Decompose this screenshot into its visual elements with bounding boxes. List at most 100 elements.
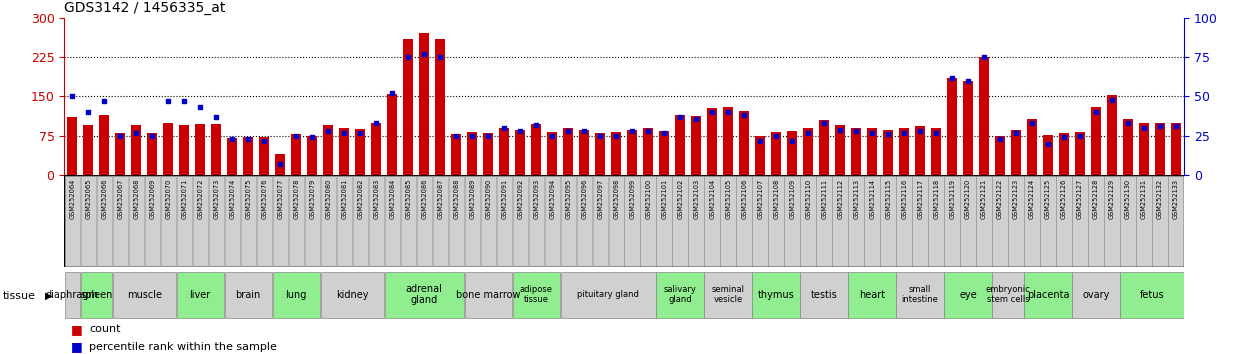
Text: GSM252086: GSM252086: [421, 179, 428, 219]
Bar: [177, 272, 224, 318]
Text: GSM252115: GSM252115: [885, 179, 891, 219]
Point: [303, 135, 323, 140]
Point: [1054, 135, 1074, 140]
Point: [1022, 120, 1042, 126]
Point: [494, 125, 514, 131]
Text: GSM252119: GSM252119: [949, 179, 955, 219]
Point: [398, 54, 418, 60]
Point: [142, 133, 162, 139]
Bar: [705, 176, 719, 266]
Bar: [1043, 135, 1053, 175]
Text: placenta: placenta: [1027, 290, 1069, 300]
Bar: [417, 176, 431, 266]
Bar: [1168, 176, 1184, 266]
Bar: [67, 118, 78, 175]
Text: GSM252106: GSM252106: [742, 179, 747, 219]
Bar: [99, 115, 110, 175]
Bar: [80, 176, 96, 266]
Bar: [562, 128, 574, 175]
Bar: [963, 81, 973, 175]
Bar: [195, 124, 205, 175]
Bar: [1170, 123, 1182, 175]
Point: [382, 91, 402, 96]
Bar: [883, 130, 894, 175]
Bar: [1009, 176, 1023, 266]
Bar: [243, 137, 253, 175]
Point: [718, 109, 738, 115]
Bar: [1154, 123, 1166, 175]
Bar: [672, 176, 688, 266]
Bar: [80, 272, 112, 318]
Point: [847, 128, 866, 134]
Bar: [640, 176, 656, 266]
Point: [750, 138, 770, 143]
Bar: [753, 272, 800, 318]
Bar: [163, 123, 173, 175]
Text: GSM252068: GSM252068: [133, 179, 140, 219]
Point: [78, 109, 98, 115]
Bar: [1105, 176, 1120, 266]
Text: GSM252085: GSM252085: [405, 179, 412, 219]
Text: GSM252089: GSM252089: [470, 179, 475, 219]
Bar: [273, 176, 288, 266]
Text: GSM252096: GSM252096: [581, 179, 587, 219]
Text: kidney: kidney: [336, 290, 368, 300]
Bar: [451, 134, 461, 175]
Bar: [545, 176, 560, 266]
Bar: [419, 33, 429, 175]
Point: [446, 133, 466, 139]
Bar: [993, 176, 1007, 266]
Bar: [467, 132, 477, 175]
Text: bone marrow: bone marrow: [456, 290, 520, 300]
Point: [1038, 141, 1058, 147]
Text: GSM252075: GSM252075: [245, 179, 251, 219]
Text: GSM252100: GSM252100: [645, 179, 651, 219]
Bar: [83, 125, 94, 175]
Bar: [608, 176, 624, 266]
Bar: [836, 125, 845, 175]
Bar: [899, 128, 910, 175]
Bar: [241, 176, 256, 266]
Text: GSM252066: GSM252066: [101, 179, 108, 219]
Text: GSM252104: GSM252104: [709, 179, 716, 219]
Bar: [336, 176, 352, 266]
Text: GSM252078: GSM252078: [293, 179, 299, 219]
Bar: [323, 125, 334, 175]
Text: GSM252077: GSM252077: [277, 179, 283, 219]
Bar: [515, 130, 525, 175]
Text: heart: heart: [859, 290, 885, 300]
Bar: [497, 176, 512, 266]
Bar: [131, 125, 141, 175]
Point: [686, 116, 706, 121]
Text: GSM252130: GSM252130: [1125, 179, 1131, 219]
Bar: [368, 176, 384, 266]
Text: GSM252099: GSM252099: [629, 179, 635, 219]
Point: [206, 114, 226, 120]
Bar: [273, 272, 320, 318]
Text: GSM252105: GSM252105: [726, 179, 732, 219]
Text: GSM252094: GSM252094: [549, 179, 555, 219]
Bar: [1120, 272, 1184, 318]
Text: GSM252108: GSM252108: [774, 179, 779, 219]
Point: [1103, 97, 1122, 102]
Bar: [64, 272, 80, 318]
Bar: [560, 272, 656, 318]
Point: [335, 130, 355, 136]
Text: GSM252132: GSM252132: [1157, 179, 1163, 219]
Bar: [896, 176, 912, 266]
Point: [559, 128, 578, 134]
Bar: [147, 133, 157, 175]
Bar: [707, 108, 717, 175]
Bar: [483, 133, 493, 175]
Bar: [225, 272, 272, 318]
Bar: [320, 272, 384, 318]
Point: [1006, 130, 1026, 136]
Text: GSM252125: GSM252125: [1046, 179, 1051, 219]
Bar: [193, 176, 208, 266]
Bar: [400, 176, 415, 266]
Text: GSM252112: GSM252112: [837, 179, 843, 219]
Bar: [880, 176, 896, 266]
Bar: [1138, 123, 1149, 175]
Bar: [304, 176, 320, 266]
Text: GSM252074: GSM252074: [229, 179, 235, 219]
